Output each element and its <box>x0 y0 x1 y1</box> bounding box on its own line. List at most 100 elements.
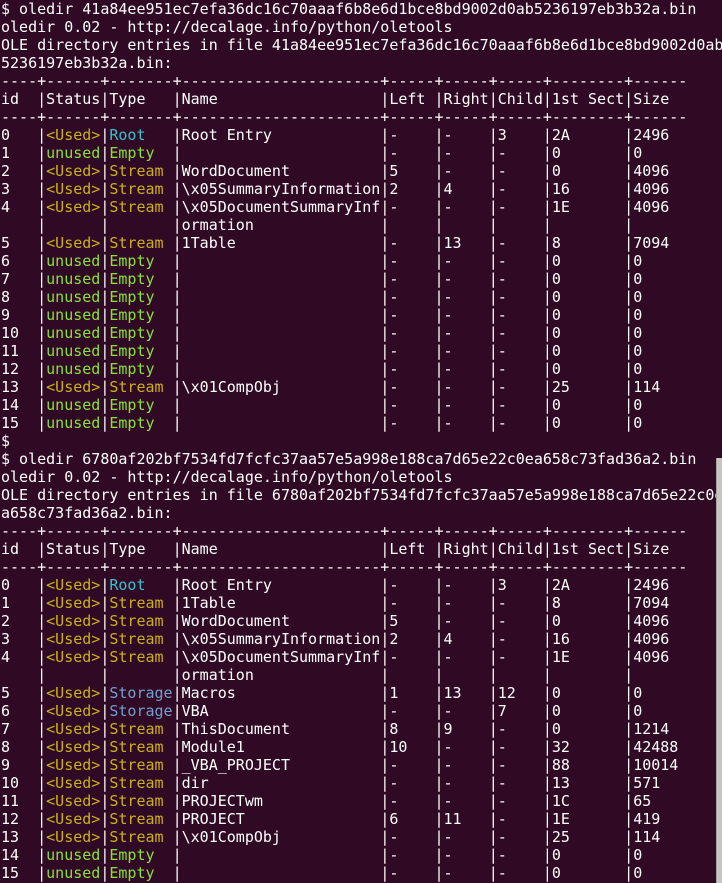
right-cell: - <box>443 702 453 720</box>
right-cell: 9 <box>443 720 453 738</box>
status-cell: Status <box>46 90 101 108</box>
right-cell: 11 <box>443 810 462 828</box>
cell-padding <box>407 738 434 756</box>
cell-padding <box>507 810 543 828</box>
column-separator: | <box>624 774 634 792</box>
column-separator: | <box>37 612 47 630</box>
column-separator: | <box>542 774 552 792</box>
first-sect-cell: 8 <box>551 234 561 252</box>
column-separator: | <box>624 684 634 702</box>
column-separator: | <box>172 180 182 198</box>
cell-padding <box>164 630 173 648</box>
cell-padding <box>398 846 434 864</box>
file-info-line: a658c73fad36a2.bin: <box>1 504 173 522</box>
cell-padding <box>182 144 381 162</box>
cell-padding <box>19 792 37 810</box>
cell-padding <box>182 396 381 414</box>
column-separator: | <box>542 738 552 756</box>
cell-padding <box>507 378 543 396</box>
size-cell: 4096 <box>633 648 670 666</box>
size-cell: 419 <box>633 810 661 828</box>
cell-padding <box>507 738 543 756</box>
column-separator: | <box>100 216 110 234</box>
cell-padding <box>561 684 624 702</box>
cell-padding <box>155 396 173 414</box>
column-separator: | <box>37 810 47 828</box>
command-line: $ oledir 41a84ee951ec7efa36dc16c70aaaf6b… <box>1 0 697 18</box>
right-cell: - <box>443 828 453 846</box>
status-cell: <Used> <box>46 612 101 630</box>
cell-padding <box>19 828 37 846</box>
column-separator: | <box>37 756 47 774</box>
terminal-line: ----+------+-------+--------------------… <box>1 108 722 126</box>
cell-padding <box>425 540 434 558</box>
type-cell: Empty <box>109 252 155 270</box>
column-separator: | <box>380 828 390 846</box>
cell-padding <box>552 216 624 234</box>
status-cell: <Used> <box>46 684 101 702</box>
type-cell: Empty <box>109 144 155 162</box>
cell-padding <box>164 234 173 252</box>
left-cell: 2 <box>389 630 399 648</box>
column-separator: | <box>624 180 634 198</box>
status-cell: <Used> <box>46 738 101 756</box>
cell-padding <box>146 126 173 144</box>
first-sect-cell: 1E <box>551 198 570 216</box>
table-divider: ----+------+-------+--------------------… <box>1 72 688 90</box>
scrollbar-thumb[interactable] <box>716 458 722 883</box>
cell-padding <box>155 342 173 360</box>
left-cell: - <box>389 774 399 792</box>
name-cell: Module1 <box>181 738 245 756</box>
column-separator: | <box>488 648 498 666</box>
cell-padding <box>398 324 434 342</box>
left-cell: - <box>389 594 399 612</box>
type-cell: Empty <box>109 864 155 882</box>
terminal-line: 10 |unused|Empty | |- |- |- |0 |0 <box>1 324 722 342</box>
id-cell: 4 <box>1 198 11 216</box>
type-cell: Stream <box>109 792 164 810</box>
name-cell: \x05DocumentSummaryInf <box>181 648 381 666</box>
column-separator: | <box>100 648 110 666</box>
cell-padding <box>19 90 37 108</box>
terminal-line: ----+------+-------+--------------------… <box>1 558 722 576</box>
child-cell: - <box>497 648 507 666</box>
type-cell: Stream <box>109 234 164 252</box>
column-separator: | <box>172 684 182 702</box>
column-separator: | <box>37 324 47 342</box>
column-separator: | <box>37 702 47 720</box>
type-cell: Stream <box>109 756 164 774</box>
cell-padding <box>164 162 173 180</box>
cell-padding <box>10 630 37 648</box>
cell-padding <box>290 612 380 630</box>
id-cell: 5 <box>1 684 11 702</box>
name-cell: Macros <box>181 684 236 702</box>
left-cell: Left <box>389 540 426 558</box>
cell-padding <box>507 594 543 612</box>
cell-padding <box>398 396 434 414</box>
cell-padding <box>245 810 380 828</box>
cell-padding <box>46 666 100 684</box>
type-cell: Type <box>109 540 146 558</box>
cell-padding <box>507 360 543 378</box>
left-cell: - <box>389 702 399 720</box>
cell-padding <box>507 144 543 162</box>
column-separator: | <box>37 594 47 612</box>
column-separator: | <box>624 324 634 342</box>
column-separator: | <box>37 738 47 756</box>
terminal-line: 12 |unused|Empty | |- |- |- |0 |0 <box>1 360 722 378</box>
type-cell: Type <box>109 90 146 108</box>
column-separator: | <box>488 288 498 306</box>
name-cell: WordDocument <box>181 612 290 630</box>
cell-padding <box>155 324 173 342</box>
column-separator: | <box>37 720 47 738</box>
column-separator: | <box>37 666 47 684</box>
cell-padding <box>398 756 434 774</box>
column-separator: | <box>380 252 390 270</box>
cell-padding <box>19 342 37 360</box>
cell-padding <box>507 198 543 216</box>
column-separator: | <box>488 270 498 288</box>
status-cell: <Used> <box>46 720 101 738</box>
file-info-line: 5236197eb3b32a.bin: <box>1 54 173 72</box>
name-cell: WordDocument <box>181 162 290 180</box>
column-separator: | <box>172 702 182 720</box>
